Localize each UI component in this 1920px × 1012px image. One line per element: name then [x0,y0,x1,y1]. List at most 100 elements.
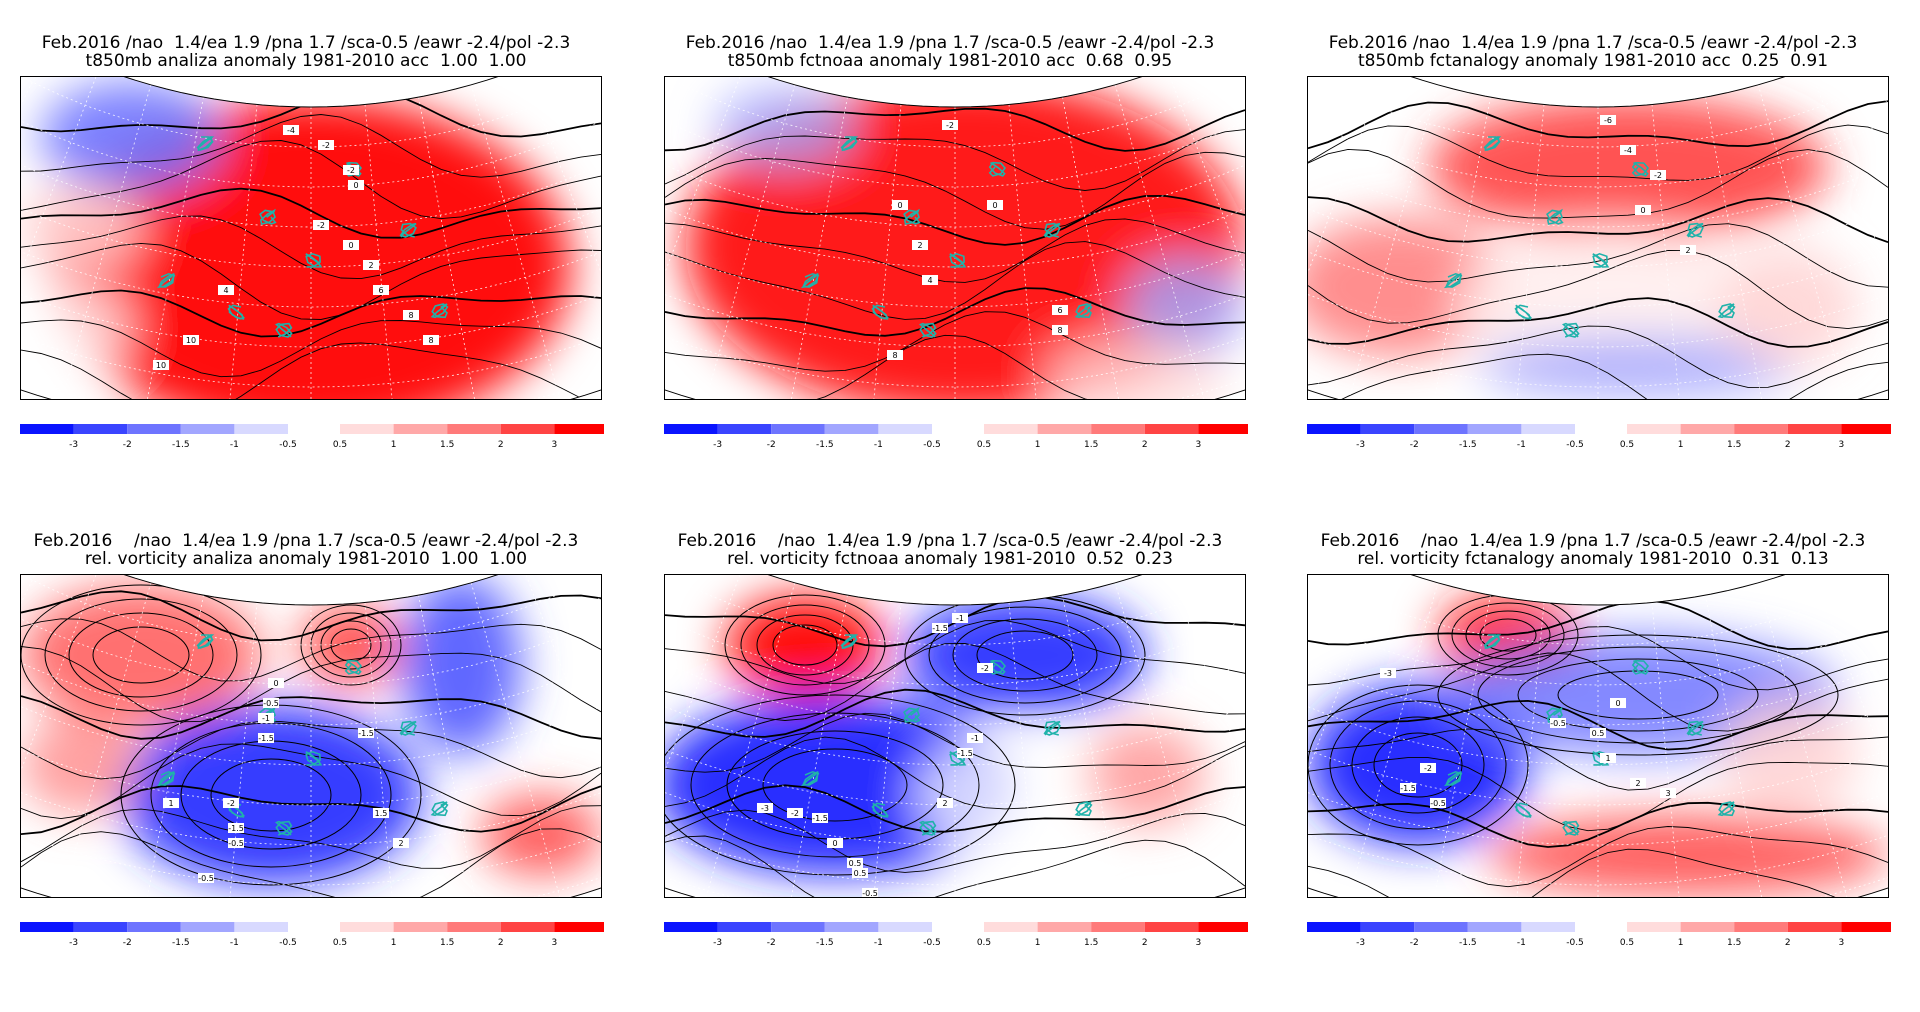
contour-label-bg [987,200,1003,210]
contour-label-bg [183,335,199,345]
colorbar-swatch-positive [340,922,394,932]
panel-vorticity-fctanalogy: Feb.2016 /nao 1.4/ea 1.9 /pna 1.7 /sca-0… [1293,532,1893,1012]
colorbar-label: -2 [1409,440,1419,450]
contour-label: -2 [227,799,235,808]
contour-lines [1308,100,1888,399]
colorbar-swatch-negative [20,922,74,932]
shaded-field [665,575,1245,897]
contour-label-bg [787,808,803,818]
contour-label: 0 [273,679,278,688]
colorbar-swatch-positive [1091,922,1145,932]
colorbar-label: 2 [497,440,504,450]
colorbar-label: 0.5 [1619,938,1635,948]
contour-label-bg [1680,245,1696,255]
colorbar-label: -0.5 [1566,938,1584,948]
panel-title-line1: Feb.2016 /nao 1.4/ea 1.9 /pna 1.7 /sca-0… [41,33,571,53]
contour-label: 2 [398,839,403,848]
contour-label: -4 [287,126,295,135]
colorbar-swatch-positive [1680,922,1735,932]
colorbar-label: 0.5 [1619,440,1635,450]
colorbar-label: 1 [1677,938,1684,948]
colorbar-label: 0.5 [332,938,348,948]
colorbar-swatch-positive [1037,922,1092,932]
contour-label-bg [757,803,773,813]
contour-label: -2 [1654,171,1662,180]
contour-label-bg [942,120,958,130]
colorbar-label: 1.5 [440,938,455,948]
colorbar-swatch-positive [1734,424,1788,434]
contour-label-bg [393,838,409,848]
contour-label-bg [403,310,419,320]
colorbar-swatch-negative [1521,424,1575,434]
contour-label-bg [423,335,439,345]
contour-label-bg [373,285,389,295]
map-svg: -1.5 -1 -2 -1 -1.5 -3 -2 -1.5 0 0.5 2 0.5 -0.5 [665,575,1245,897]
contour-label-bg [1052,325,1068,335]
colorbar-label: -1 [873,938,883,948]
panel-title-line2: rel. vorticity analiza anomaly 1981-2010… [84,549,528,569]
colorbar-label: -0.5 [1566,440,1584,450]
panel-title-line2: t850mb analiza anomaly 1981-2010 acc 1.0… [85,51,527,71]
colorbar-label: 1.5 [1727,440,1742,450]
shaded-field [665,77,1245,399]
colorbar-label: -2 [1409,938,1419,948]
colorbar-swatch-positive [984,424,1038,434]
colorbar: -3 -2 -1.5 -1 -0.5 0.5 1 1.5 2 3 [20,922,604,952]
contour-label-bg [1420,763,1436,773]
colorbar-swatch-positive [1841,922,1891,932]
colorbar-swatch-positive [1841,424,1891,434]
colorbar-svg [664,424,1248,434]
colorbar-swatch-negative [73,922,128,932]
contour-label-bg [1380,668,1396,678]
colorbar-label: -3 [69,938,79,948]
map-svg: -4 -2 -2 0 -2 0 2 4 6 8 8 10 10 [21,77,601,399]
colorbar-label: 2 [1141,440,1148,450]
contour-label: 3 [1665,789,1670,798]
contour-label: -1 [262,714,270,723]
contour-label: -0.5 [198,874,214,883]
contour-label-bg [313,220,329,230]
panel-title-line2: t850mb fctanalogy anomaly 1981-2010 acc … [1357,51,1829,71]
colorbar-swatch-negative [73,424,128,434]
colorbar-swatch-positive [447,424,501,434]
contour-label-bg [1660,788,1676,798]
contour-label: 0 [992,201,997,210]
contour-label-bg [847,858,863,868]
contour-label-bg [363,260,379,270]
colorbar-label: -3 [713,440,723,450]
contour-label: 4 [223,286,228,295]
colorbar-swatch-negative [717,424,772,434]
contour-label: -2 [347,166,355,175]
panel-title-line1: Feb.2016 /nao 1.4/ea 1.9 /pna 1.7 /sca-0… [677,531,1223,551]
colorbar-swatch-positive [340,424,394,434]
colorbar-swatch-positive [1037,424,1092,434]
colorbar-label: 3 [1195,440,1202,450]
colorbar-swatch-negative [771,922,825,932]
colorbar-swatch-negative [1360,424,1415,434]
colorbar-swatch-positive [1144,922,1199,932]
contour-label: -1.5 [812,814,828,823]
contour-label: -2 [1424,764,1432,773]
contour-label: 10 [156,361,166,370]
colorbar-label: -3 [1356,440,1366,450]
contour-label-bg [1610,698,1626,708]
contour-label: -2 [317,221,325,230]
colorbar-label: -0.5 [279,938,297,948]
panel-title-line1: Feb.2016 /nao 1.4/ea 1.9 /pna 1.7 /sca-0… [1320,531,1866,551]
colorbar-swatch-negative [771,424,825,434]
latlon-grid [1308,575,1888,897]
colorbar-swatch-negative [824,424,879,434]
latlon-grid [21,77,601,399]
map-boundary [21,575,601,897]
colorbar-label: -3 [69,440,79,450]
colorbar-swatch-positive [1787,922,1842,932]
colorbar-label: 2 [497,938,504,948]
colorbar: -3 -2 -1.5 -1 -0.5 0.5 1 1.5 2 3 [20,424,604,454]
contour-label: -0.5 [263,699,279,708]
colorbar-swatch-negative [824,922,879,932]
contour-label: -1.5 [228,824,244,833]
colorbar-label: -1.5 [816,938,834,948]
panel-title-line2: rel. vorticity fctanalogy anomaly 1981-2… [1357,549,1829,569]
contour-label: 0 [1615,699,1620,708]
colorbar-label: -0.5 [279,440,297,450]
